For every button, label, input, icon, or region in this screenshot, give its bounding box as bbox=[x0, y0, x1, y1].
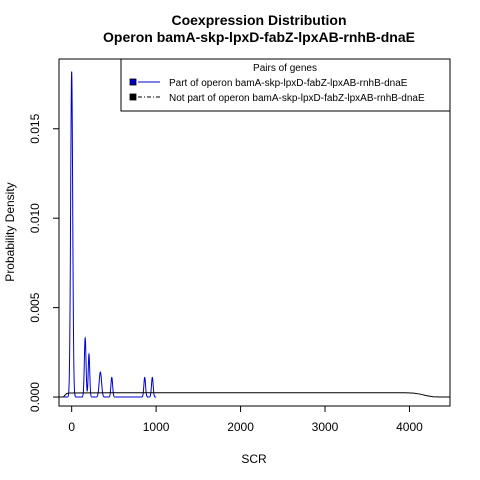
y-axis-label: Probability Density bbox=[3, 182, 17, 281]
chart-subtitle: Operon bamA-skp-lpxD-fabZ-lpxAB-rnhB-dna… bbox=[103, 29, 415, 45]
legend-swatch-part bbox=[129, 78, 137, 86]
x-tick-label: 1000 bbox=[143, 420, 170, 434]
y-tick-label: 0.015 bbox=[28, 113, 42, 143]
x-axis-label: SCR bbox=[241, 452, 267, 466]
legend-swatch-not-part bbox=[129, 93, 137, 101]
legend-label-part: Part of operon bamA-skp-lpxD-fabZ-lpxAB-… bbox=[169, 78, 408, 89]
legend-entry-not-part-of-operon: Not part of operon bamA-skp-lpxD-fabZ-lp… bbox=[129, 93, 425, 104]
chart-title: Coexpression Distribution bbox=[171, 12, 346, 28]
y-tick-label: 0.010 bbox=[28, 203, 42, 233]
legend-box bbox=[120, 58, 451, 112]
x-tick-label: 3000 bbox=[312, 420, 339, 434]
x-axis: 0 1000 2000 3000 4000 bbox=[68, 406, 423, 434]
x-tick-label: 2000 bbox=[227, 420, 254, 434]
y-tick-label: 0.000 bbox=[28, 382, 42, 412]
x-tick-label: 4000 bbox=[396, 420, 423, 434]
legend-title: Pairs of genes bbox=[253, 63, 317, 74]
legend: Pairs of genes Part of operon bamA-skp-l… bbox=[120, 58, 451, 112]
series-line-1 bbox=[59, 392, 450, 398]
y-tick-label: 0.005 bbox=[28, 292, 42, 322]
y-axis: 0.000 0.005 0.010 0.015 bbox=[28, 113, 59, 412]
legend-label-not-part: Not part of operon bamA-skp-lpxD-fabZ-lp… bbox=[169, 93, 425, 104]
x-tick-label: 0 bbox=[68, 420, 75, 434]
series-line-0 bbox=[61, 71, 157, 398]
legend-entry-part-of-operon: Part of operon bamA-skp-lpxD-fabZ-lpxAB-… bbox=[129, 78, 408, 89]
